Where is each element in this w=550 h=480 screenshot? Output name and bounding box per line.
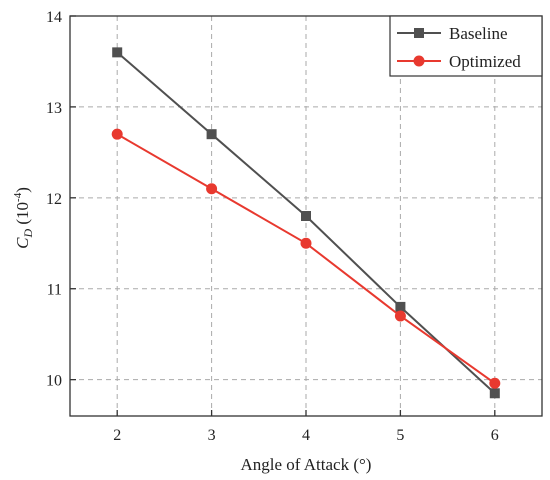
y-axis-unit-prefix: (10 <box>13 202 32 229</box>
y-tick-label: 12 <box>46 191 62 208</box>
svg-text:CD (10-4): CD (10-4) <box>12 187 35 249</box>
legend-box <box>389 15 543 77</box>
y-axis-subscript: D <box>21 229 35 239</box>
data-point-baseline <box>395 301 406 312</box>
tick-layer: 2 3 4 5 6 10 11 12 13 14 <box>46 9 499 444</box>
legend-label-baseline: Baseline <box>449 24 508 43</box>
x-axis-title: Angle of Attack (°) <box>241 455 372 474</box>
grid-layer <box>70 16 542 416</box>
data-point-baseline <box>489 388 500 399</box>
x-tick-label: 5 <box>396 427 404 444</box>
data-point-baseline <box>301 211 311 221</box>
legend: Baseline Optimized <box>389 15 543 77</box>
series-layer <box>111 47 501 399</box>
y-tick-label: 13 <box>46 100 62 117</box>
x-tick-label: 3 <box>208 427 216 444</box>
y-tick-label: 11 <box>47 282 62 299</box>
data-point-optimized <box>489 377 501 389</box>
y-axis-unit-exponent: -4 <box>12 192 24 202</box>
legend-marker-baseline <box>414 28 424 38</box>
y-tick-label: 10 <box>46 373 62 390</box>
data-point-baseline <box>206 129 217 140</box>
y-axis-symbol: C <box>13 237 32 249</box>
legend-marker-optimized <box>413 55 425 67</box>
x-tick-label: 4 <box>302 427 310 444</box>
x-tick-label: 2 <box>113 427 121 444</box>
data-point-optimized <box>300 237 312 249</box>
y-axis-unit-suffix: ) <box>13 187 32 193</box>
y-tick-label: 14 <box>46 9 62 26</box>
x-tick-label: 6 <box>491 427 499 444</box>
data-point-optimized <box>206 183 218 195</box>
data-point-optimized <box>111 128 123 140</box>
y-axis-title: CD (10-4) <box>12 187 35 249</box>
data-point-optimized <box>394 310 406 322</box>
data-point-baseline <box>112 47 123 58</box>
legend-label-optimized: Optimized <box>449 52 521 71</box>
